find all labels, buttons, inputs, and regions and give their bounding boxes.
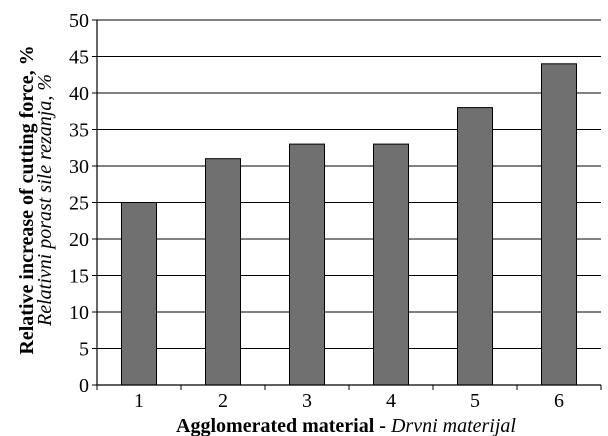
y-tick-label: 45 xyxy=(69,47,89,69)
y-tick-labels: 0 5 10 15 20 25 30 35 40 45 50 xyxy=(69,10,89,397)
axes xyxy=(92,19,602,390)
y-tick-label: 35 xyxy=(69,120,89,142)
y-axis-subtitle: Relativni porast sile rezanja, % xyxy=(34,74,56,327)
x-axis-title-separator: - xyxy=(374,415,391,436)
y-tick-label: 0 xyxy=(79,375,89,397)
y-tick-label: 25 xyxy=(69,193,89,215)
x-tick-label: 6 xyxy=(554,390,564,412)
x-tick-labels: 1 2 3 4 5 6 xyxy=(134,390,564,412)
bar-5 xyxy=(457,107,493,386)
bar-3 xyxy=(289,143,325,386)
bar-1 xyxy=(121,202,157,386)
x-axis-title-italic: Drvni materijal xyxy=(390,415,516,436)
x-axis-title: Agglomerated material - Drvni materijal xyxy=(176,415,516,436)
x-tick-label: 4 xyxy=(386,390,396,412)
x-axis-title-bold: Agglomerated material xyxy=(176,415,375,436)
y-tick-label: 20 xyxy=(69,229,89,251)
y-tick-label: 30 xyxy=(69,156,89,178)
bars xyxy=(121,63,577,386)
x-tick-label: 2 xyxy=(218,390,228,412)
y-tick-label: 40 xyxy=(69,83,89,105)
bar-2 xyxy=(205,158,241,386)
x-tick-label: 1 xyxy=(134,390,144,412)
y-tick-label: 15 xyxy=(69,266,89,288)
x-tick-label: 3 xyxy=(302,390,312,412)
y-tick-label: 5 xyxy=(79,339,89,361)
y-tick-label: 50 xyxy=(69,10,89,32)
x-tick-label: 5 xyxy=(470,390,480,412)
grid-lines xyxy=(97,19,601,349)
y-tick-label: 10 xyxy=(69,302,89,324)
bar-6 xyxy=(541,63,577,386)
bar-4 xyxy=(373,143,409,386)
y-axis-title: Relative increase of cutting force, % xyxy=(16,45,38,354)
